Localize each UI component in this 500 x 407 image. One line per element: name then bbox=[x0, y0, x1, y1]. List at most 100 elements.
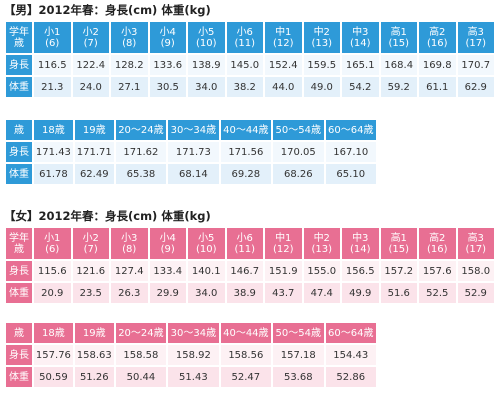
weight-cell: 43.7 bbox=[265, 283, 302, 303]
weight-cell: 62.9 bbox=[457, 77, 494, 97]
weight-cell: 24.0 bbox=[72, 77, 109, 97]
grade-label: 小2 bbox=[82, 26, 99, 38]
weight-cell: 26.3 bbox=[111, 283, 148, 303]
female-child-table: 学年 歳小1 (6) 小2 (7) 小3 (8) 小4 (9) 小5 (10) 小6 (11) 中1 (1… bbox=[4, 226, 496, 305]
age-label: (12) bbox=[272, 37, 294, 49]
age-label: (14) bbox=[349, 37, 371, 49]
age-label: (13) bbox=[311, 37, 333, 49]
weight-cell: 65.38 bbox=[115, 164, 167, 184]
age-label: (17) bbox=[465, 243, 487, 255]
age-label: (16) bbox=[426, 37, 448, 49]
weight-cell: 53.68 bbox=[273, 367, 324, 387]
height-cell: 157.76 bbox=[34, 345, 73, 365]
height-cell: 171.73 bbox=[168, 142, 219, 162]
grade-label: 高1 bbox=[390, 232, 407, 244]
height-cell: 158.92 bbox=[168, 345, 219, 365]
height-cell: 157.2 bbox=[380, 261, 417, 281]
grade-header: 中2 (13) bbox=[303, 228, 340, 259]
height-cell: 157.18 bbox=[273, 345, 324, 365]
height-cell: 171.62 bbox=[115, 142, 167, 162]
height-cell: 154.43 bbox=[325, 345, 376, 365]
age-group-header: 40～44歳 bbox=[220, 323, 272, 343]
weight-cell: 59.2 bbox=[380, 77, 417, 97]
height-cell: 146.7 bbox=[226, 261, 263, 281]
grade-header: 高1 (15) bbox=[380, 22, 417, 53]
height-row-label: 身長 bbox=[6, 142, 32, 162]
grade-label: 小5 bbox=[198, 26, 215, 38]
grade-header: 小6 (11) bbox=[226, 22, 263, 53]
grade-label: 高2 bbox=[429, 26, 446, 38]
weight-cell: 69.28 bbox=[220, 164, 272, 184]
weight-cell: 68.26 bbox=[273, 164, 324, 184]
height-cell: 158.0 bbox=[457, 261, 494, 281]
grade-header: 高1 (15) bbox=[380, 228, 417, 259]
age-label: (17) bbox=[465, 37, 487, 49]
height-cell: 138.9 bbox=[188, 55, 225, 75]
grade-label: 小1 bbox=[44, 26, 61, 38]
grade-header: 小5 (10) bbox=[188, 22, 225, 53]
age-label: (6) bbox=[45, 243, 60, 255]
weight-cell: 44.0 bbox=[265, 77, 302, 97]
grade-header: 高2 (16) bbox=[419, 22, 456, 53]
grade-header: 中1 (12) bbox=[265, 228, 302, 259]
weight-cell: 49.9 bbox=[342, 283, 379, 303]
height-cell: 115.6 bbox=[34, 261, 71, 281]
grade-label: 小3 bbox=[121, 26, 138, 38]
height-cell: 127.4 bbox=[111, 261, 148, 281]
weight-cell: 49.0 bbox=[303, 77, 340, 97]
grade-label: 高3 bbox=[467, 232, 484, 244]
weight-cell: 51.6 bbox=[380, 283, 417, 303]
grade-header: 小3 (8) bbox=[111, 228, 148, 259]
weight-cell: 23.5 bbox=[72, 283, 109, 303]
weight-cell: 34.0 bbox=[188, 283, 225, 303]
grade-header: 高3 (17) bbox=[457, 228, 494, 259]
grade-header: 小2 (7) bbox=[72, 22, 109, 53]
grade-label: 中1 bbox=[275, 232, 292, 244]
weight-cell: 51.43 bbox=[168, 367, 219, 387]
weight-cell: 68.14 bbox=[168, 164, 219, 184]
weight-cell: 61.78 bbox=[34, 164, 73, 184]
weight-cell: 47.4 bbox=[303, 283, 340, 303]
grade-label: 中3 bbox=[352, 232, 369, 244]
age-group-header: 60～64歳 bbox=[325, 120, 376, 140]
weight-cell: 65.10 bbox=[325, 164, 376, 184]
age-label: (15) bbox=[388, 37, 410, 49]
grade-label: 小4 bbox=[159, 26, 176, 38]
corner-header: 学年 歳 bbox=[6, 228, 32, 259]
height-cell: 133.4 bbox=[149, 261, 186, 281]
age-label: (9) bbox=[160, 37, 175, 49]
height-cell: 133.6 bbox=[149, 55, 186, 75]
weight-cell: 52.5 bbox=[419, 283, 456, 303]
height-cell: 157.6 bbox=[419, 261, 456, 281]
male-adult-table: 歳 18歳 19歳 20～24歳 30～34歳 40～44歳 50～54歳 60～64歳 身長 1… bbox=[4, 118, 378, 186]
weight-row-label: 体重 bbox=[6, 367, 32, 387]
age-group-header: 19歳 bbox=[74, 120, 114, 140]
age-group-header: 40～44歳 bbox=[220, 120, 272, 140]
weight-cell: 20.9 bbox=[34, 283, 71, 303]
age-group-header: 30～34歳 bbox=[168, 120, 219, 140]
weight-cell: 52.47 bbox=[220, 367, 272, 387]
height-cell: 165.1 bbox=[342, 55, 379, 75]
height-cell: 155.0 bbox=[303, 261, 340, 281]
age-label: (11) bbox=[234, 243, 256, 255]
grade-label: 小2 bbox=[82, 232, 99, 244]
height-row-label: 身長 bbox=[6, 261, 32, 281]
grade-header: 小1 (6) bbox=[34, 228, 71, 259]
male-child-table: 学年 歳小1 (6) 小2 (7) 小3 (8) 小4 (9) 小5 (10) 小6 (11) 中1 (1… bbox=[4, 20, 496, 99]
grade-header: 中3 (14) bbox=[342, 22, 379, 53]
grade-label: 高3 bbox=[467, 26, 484, 38]
height-cell: 159.5 bbox=[303, 55, 340, 75]
age-label: (8) bbox=[122, 37, 137, 49]
age-label: (10) bbox=[195, 243, 217, 255]
grade-label: 中1 bbox=[275, 26, 292, 38]
height-cell: 151.9 bbox=[265, 261, 302, 281]
height-cell: 156.5 bbox=[342, 261, 379, 281]
grade-label: 小5 bbox=[198, 232, 215, 244]
grade-label: 高2 bbox=[429, 232, 446, 244]
weight-cell: 52.86 bbox=[325, 367, 376, 387]
height-cell: 158.58 bbox=[115, 345, 167, 365]
age-label: (13) bbox=[311, 243, 333, 255]
weight-cell: 29.9 bbox=[149, 283, 186, 303]
grade-label: 高1 bbox=[390, 26, 407, 38]
grade-header: 小5 (10) bbox=[188, 228, 225, 259]
